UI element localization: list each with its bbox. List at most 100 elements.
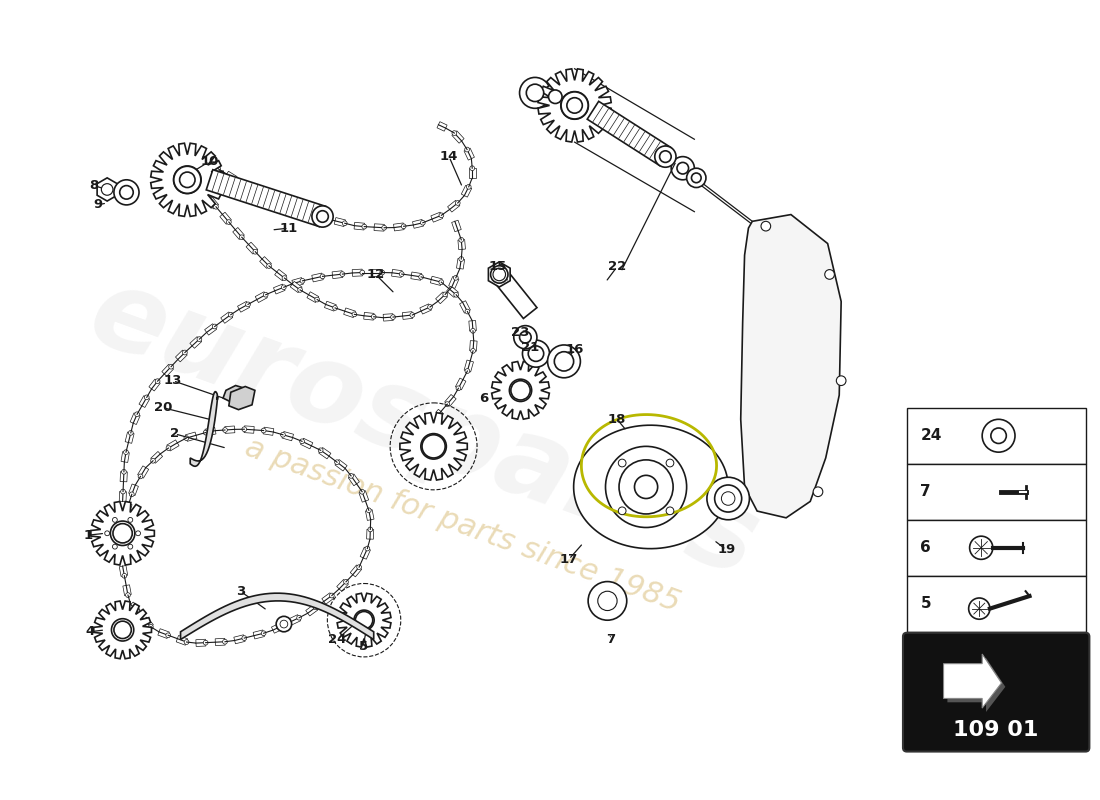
- Polygon shape: [180, 593, 374, 639]
- Text: 24: 24: [328, 633, 346, 646]
- Circle shape: [342, 221, 348, 226]
- Circle shape: [365, 546, 370, 551]
- Polygon shape: [176, 635, 188, 646]
- Polygon shape: [148, 379, 161, 391]
- Polygon shape: [129, 484, 139, 495]
- Circle shape: [318, 448, 323, 453]
- Circle shape: [588, 582, 627, 620]
- Circle shape: [597, 591, 617, 610]
- Circle shape: [526, 84, 543, 102]
- Polygon shape: [464, 148, 474, 160]
- Polygon shape: [125, 432, 134, 443]
- Circle shape: [330, 593, 334, 598]
- Circle shape: [453, 275, 459, 280]
- Circle shape: [443, 292, 448, 297]
- Text: 3: 3: [235, 585, 245, 598]
- Circle shape: [144, 395, 150, 400]
- Circle shape: [402, 224, 406, 229]
- Polygon shape: [372, 269, 382, 276]
- Circle shape: [465, 369, 470, 374]
- Polygon shape: [186, 432, 197, 442]
- Circle shape: [110, 521, 135, 546]
- Polygon shape: [336, 459, 348, 471]
- Polygon shape: [461, 186, 472, 197]
- Text: 6: 6: [921, 540, 931, 555]
- Circle shape: [280, 620, 288, 628]
- Polygon shape: [130, 413, 140, 425]
- Text: eurospares: eurospares: [76, 258, 772, 599]
- Text: 17: 17: [560, 553, 578, 566]
- Text: 2: 2: [170, 427, 179, 440]
- Polygon shape: [94, 601, 152, 658]
- Polygon shape: [208, 161, 220, 172]
- Polygon shape: [322, 593, 334, 604]
- Circle shape: [969, 598, 990, 619]
- Polygon shape: [359, 490, 369, 502]
- Circle shape: [312, 206, 333, 227]
- Circle shape: [372, 314, 376, 319]
- Circle shape: [605, 446, 686, 527]
- Circle shape: [111, 618, 134, 641]
- Polygon shape: [205, 324, 217, 335]
- Circle shape: [216, 166, 220, 171]
- Polygon shape: [129, 602, 140, 614]
- Circle shape: [183, 350, 187, 355]
- Polygon shape: [151, 143, 224, 216]
- Circle shape: [204, 640, 208, 645]
- Circle shape: [112, 544, 118, 549]
- Polygon shape: [119, 491, 126, 502]
- Circle shape: [452, 130, 456, 135]
- Circle shape: [240, 235, 244, 240]
- Polygon shape: [274, 284, 285, 294]
- Polygon shape: [740, 214, 842, 518]
- Circle shape: [692, 173, 701, 182]
- Polygon shape: [349, 474, 360, 486]
- Polygon shape: [311, 273, 323, 282]
- Circle shape: [282, 285, 286, 290]
- Polygon shape: [176, 350, 187, 362]
- Circle shape: [276, 616, 292, 632]
- Circle shape: [654, 146, 676, 167]
- Polygon shape: [337, 594, 390, 647]
- Text: 24: 24: [921, 428, 942, 443]
- Polygon shape: [431, 212, 442, 222]
- Circle shape: [314, 605, 318, 610]
- Polygon shape: [493, 269, 537, 318]
- Circle shape: [368, 527, 373, 532]
- Text: 1: 1: [84, 529, 92, 542]
- Circle shape: [315, 297, 319, 302]
- Circle shape: [334, 460, 340, 465]
- Circle shape: [667, 459, 674, 467]
- Circle shape: [213, 204, 218, 209]
- Polygon shape: [944, 654, 1001, 708]
- Polygon shape: [492, 362, 549, 419]
- Text: 4: 4: [85, 626, 95, 638]
- Bar: [906, 576, 1086, 632]
- Circle shape: [519, 331, 531, 343]
- Circle shape: [261, 631, 266, 636]
- Polygon shape: [139, 396, 150, 407]
- Polygon shape: [296, 206, 308, 215]
- Text: 11: 11: [279, 222, 298, 234]
- Circle shape: [139, 474, 143, 478]
- Polygon shape: [220, 212, 231, 224]
- Polygon shape: [162, 364, 174, 376]
- Polygon shape: [469, 321, 476, 331]
- Polygon shape: [307, 292, 319, 302]
- Polygon shape: [365, 510, 374, 521]
- Circle shape: [491, 266, 508, 283]
- Text: 15: 15: [488, 260, 506, 274]
- Circle shape: [618, 507, 626, 514]
- Bar: [906, 520, 1086, 576]
- Text: 7: 7: [921, 484, 931, 499]
- Polygon shape: [436, 410, 443, 417]
- Circle shape: [360, 490, 364, 494]
- Polygon shape: [538, 69, 612, 142]
- Polygon shape: [167, 440, 179, 451]
- Polygon shape: [587, 102, 671, 166]
- Circle shape: [464, 147, 470, 152]
- Circle shape: [439, 213, 443, 218]
- Circle shape: [121, 489, 125, 494]
- Text: 21: 21: [521, 342, 539, 354]
- Polygon shape: [437, 122, 447, 131]
